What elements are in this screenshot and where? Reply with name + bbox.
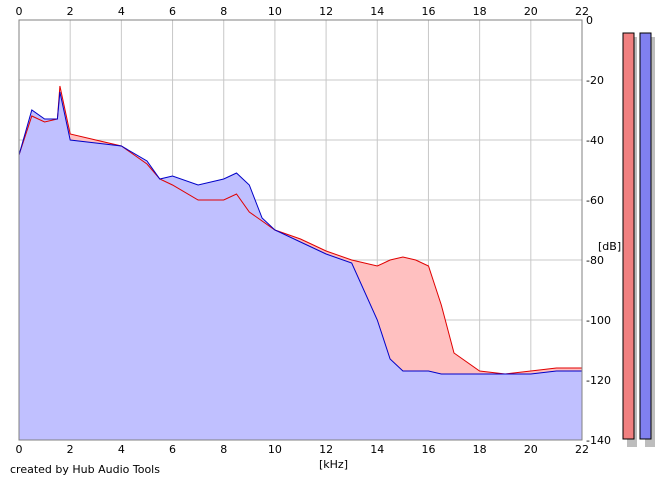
- y-tick-7: -140: [586, 434, 611, 447]
- x-tick-bottom-2: 4: [118, 443, 125, 456]
- x-tick-bottom-7: 14: [370, 443, 384, 456]
- series-red-line: [18, 85, 582, 375]
- x-tick-bottom-0: 0: [16, 443, 23, 456]
- x-tick-top-4: 8: [220, 5, 227, 18]
- x-tick-top-10: 20: [524, 5, 538, 18]
- x-tick-bottom-9: 18: [473, 443, 487, 456]
- y-tick-2: -40: [586, 134, 604, 147]
- x-axis-label: [kHz]: [319, 458, 348, 471]
- y-axis-label: [dB]: [598, 240, 621, 253]
- y-tick-3: -60: [586, 194, 604, 207]
- x-tick-top-7: 14: [370, 5, 384, 18]
- y-tick-1: -20: [586, 74, 604, 87]
- x-tick-bottom-8: 16: [421, 443, 435, 456]
- meter-blue: [639, 32, 652, 440]
- x-tick-bottom-1: 2: [67, 443, 74, 456]
- x-tick-top-3: 6: [169, 5, 176, 18]
- series-blue-line: [18, 91, 582, 375]
- series-layer: [18, 85, 582, 440]
- plot-frame: [18, 19, 583, 441]
- x-tick-bottom-11: 22: [575, 443, 589, 456]
- x-tick-bottom-3: 6: [169, 443, 176, 456]
- level-meters: [622, 32, 655, 447]
- x-tick-top-0: 0: [16, 5, 23, 18]
- x-tick-top-5: 10: [268, 5, 282, 18]
- credit-text: created by Hub Audio Tools: [10, 463, 160, 476]
- y-tick-0: 0: [586, 14, 593, 27]
- x-tick-top-11: 22: [575, 5, 589, 18]
- x-tick-top-6: 12: [319, 5, 333, 18]
- x-tick-bottom-10: 20: [524, 443, 538, 456]
- tick-labels: 002244668810101212141416161818202022220-…: [16, 5, 611, 456]
- x-tick-top-8: 16: [421, 5, 435, 18]
- y-tick-5: -100: [586, 314, 611, 327]
- x-tick-bottom-4: 8: [220, 443, 227, 456]
- x-tick-bottom-5: 10: [268, 443, 282, 456]
- x-tick-top-9: 18: [473, 5, 487, 18]
- y-tick-6: -120: [586, 374, 611, 387]
- y-tick-4: -80: [586, 254, 604, 267]
- x-tick-bottom-6: 12: [319, 443, 333, 456]
- x-tick-top-2: 4: [118, 5, 125, 18]
- x-tick-top-1: 2: [67, 5, 74, 18]
- meter-red: [622, 32, 635, 440]
